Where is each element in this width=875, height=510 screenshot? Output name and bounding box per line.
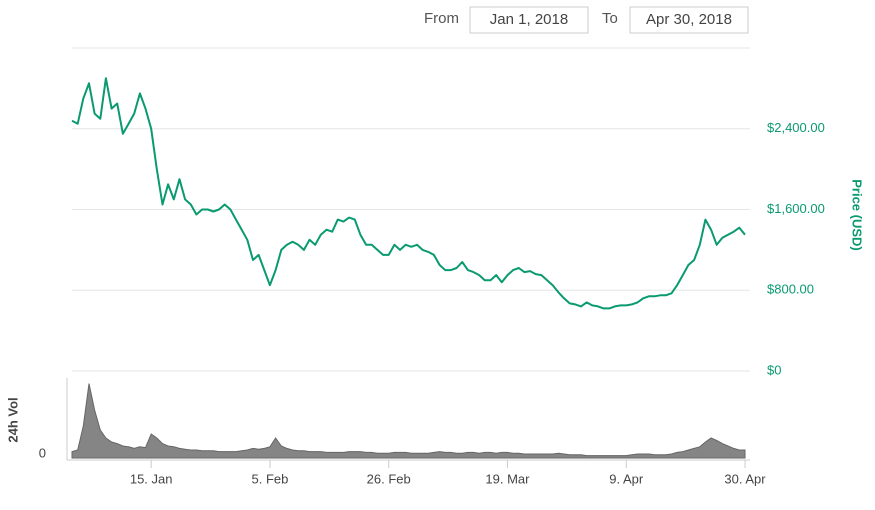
to-value[interactable]: Apr 30, 2018: [646, 11, 732, 28]
price-line: [71, 77, 746, 310]
to-input[interactable]: [629, 6, 749, 34]
x-tick-label: 19. Mar: [485, 471, 530, 486]
x-tick-label: 15. Jan: [130, 471, 173, 486]
y2-axis-title: 24h Vol: [5, 397, 20, 442]
from-label: From: [424, 10, 459, 27]
y-tick-label: $800.00: [767, 282, 814, 297]
from-value[interactable]: Jan 1, 2018: [490, 11, 568, 28]
y-tick-label: $2,400.00: [767, 120, 825, 135]
x-tick-label: 30. Apr: [724, 471, 766, 486]
to-label: To: [602, 10, 618, 27]
from-input[interactable]: [469, 6, 589, 34]
y-axis-title: Price (USD): [850, 179, 865, 251]
x-tick-label: 5. Feb: [252, 471, 289, 486]
y-tick-label: $1,600.00: [767, 201, 825, 216]
y2-tick-label: 0: [39, 445, 46, 460]
x-tick-label: 9. Apr: [609, 471, 644, 486]
y-tick-label: $0: [767, 362, 781, 377]
x-tick-label: 26. Feb: [367, 471, 411, 486]
volume-area: [71, 383, 746, 459]
